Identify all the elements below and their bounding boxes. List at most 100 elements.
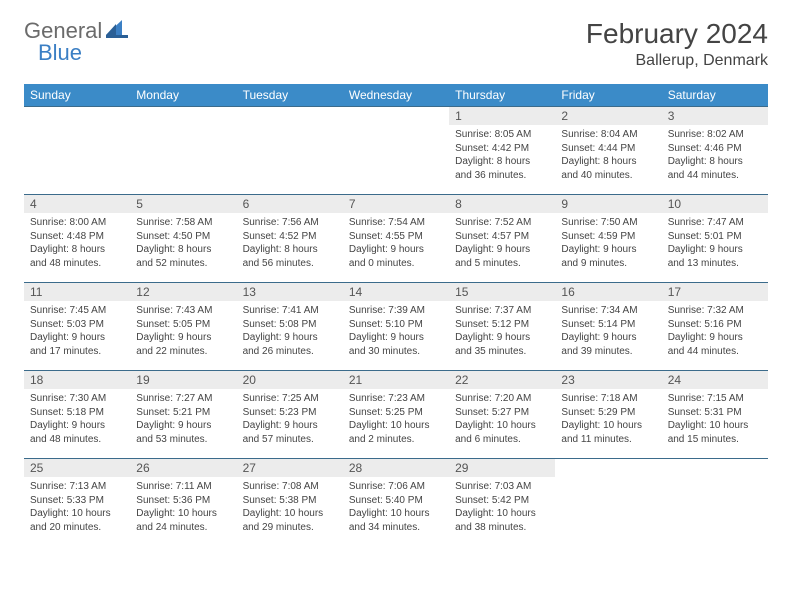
day-cell: . xyxy=(237,107,343,195)
sunrise: Sunrise: 7:20 AM xyxy=(455,392,549,406)
week-row: 4Sunrise: 8:00 AMSunset: 4:48 PMDaylight… xyxy=(24,195,768,283)
week-row: ....1Sunrise: 8:05 AMSunset: 4:42 PMDayl… xyxy=(24,107,768,195)
sunrise: Sunrise: 7:32 AM xyxy=(668,304,762,318)
daylight-line1: Daylight: 8 hours xyxy=(455,155,549,169)
daylight-line2: and 48 minutes. xyxy=(30,433,124,447)
day-number: 4 xyxy=(24,195,130,213)
daylight-line1: Daylight: 10 hours xyxy=(668,419,762,433)
day-cell: 11Sunrise: 7:45 AMSunset: 5:03 PMDayligh… xyxy=(24,283,130,371)
day-cell: 7Sunrise: 7:54 AMSunset: 4:55 PMDaylight… xyxy=(343,195,449,283)
day-number: 13 xyxy=(237,283,343,301)
sunset: Sunset: 5:23 PM xyxy=(243,406,337,420)
sunrise: Sunrise: 7:30 AM xyxy=(30,392,124,406)
day-cell: 28Sunrise: 7:06 AMSunset: 5:40 PMDayligh… xyxy=(343,459,449,547)
sunset: Sunset: 5:14 PM xyxy=(561,318,655,332)
daylight-line1: Daylight: 8 hours xyxy=(243,243,337,257)
day-cell: 12Sunrise: 7:43 AMSunset: 5:05 PMDayligh… xyxy=(130,283,236,371)
sunset: Sunset: 4:57 PM xyxy=(455,230,549,244)
day-cell: 6Sunrise: 7:56 AMSunset: 4:52 PMDaylight… xyxy=(237,195,343,283)
sunrise: Sunrise: 7:15 AM xyxy=(668,392,762,406)
sunrise: Sunrise: 8:00 AM xyxy=(30,216,124,230)
daylight-line1: Daylight: 10 hours xyxy=(30,507,124,521)
sunrise: Sunrise: 7:56 AM xyxy=(243,216,337,230)
day-content: Sunrise: 7:08 AMSunset: 5:38 PMDaylight:… xyxy=(237,477,343,540)
day-content: Sunrise: 7:30 AMSunset: 5:18 PMDaylight:… xyxy=(24,389,130,452)
daylight-line2: and 56 minutes. xyxy=(243,257,337,271)
day-content: Sunrise: 7:11 AMSunset: 5:36 PMDaylight:… xyxy=(130,477,236,540)
day-number: 28 xyxy=(343,459,449,477)
sunset: Sunset: 5:29 PM xyxy=(561,406,655,420)
day-number: 20 xyxy=(237,371,343,389)
day-content: Sunrise: 7:13 AMSunset: 5:33 PMDaylight:… xyxy=(24,477,130,540)
day-cell: . xyxy=(24,107,130,195)
sunrise: Sunrise: 7:47 AM xyxy=(668,216,762,230)
daylight-line1: Daylight: 8 hours xyxy=(561,155,655,169)
day-header: Monday xyxy=(130,84,236,107)
day-cell: 15Sunrise: 7:37 AMSunset: 5:12 PMDayligh… xyxy=(449,283,555,371)
daylight-line2: and 9 minutes. xyxy=(561,257,655,271)
day-cell: 29Sunrise: 7:03 AMSunset: 5:42 PMDayligh… xyxy=(449,459,555,547)
day-number: 9 xyxy=(555,195,661,213)
daylight-line1: Daylight: 8 hours xyxy=(136,243,230,257)
day-cell: . xyxy=(343,107,449,195)
day-cell: 17Sunrise: 7:32 AMSunset: 5:16 PMDayligh… xyxy=(662,283,768,371)
daylight-line2: and 38 minutes. xyxy=(455,521,549,535)
day-cell: . xyxy=(555,459,661,547)
daylight-line1: Daylight: 10 hours xyxy=(349,419,443,433)
sunset: Sunset: 4:52 PM xyxy=(243,230,337,244)
day-cell: 18Sunrise: 7:30 AMSunset: 5:18 PMDayligh… xyxy=(24,371,130,459)
day-cell: 24Sunrise: 7:15 AMSunset: 5:31 PMDayligh… xyxy=(662,371,768,459)
day-content: Sunrise: 7:25 AMSunset: 5:23 PMDaylight:… xyxy=(237,389,343,452)
day-content: Sunrise: 7:52 AMSunset: 4:57 PMDaylight:… xyxy=(449,213,555,276)
sunset: Sunset: 5:05 PM xyxy=(136,318,230,332)
day-content: Sunrise: 8:00 AMSunset: 4:48 PMDaylight:… xyxy=(24,213,130,276)
sunset: Sunset: 5:08 PM xyxy=(243,318,337,332)
sunrise: Sunrise: 7:23 AM xyxy=(349,392,443,406)
daylight-line2: and 40 minutes. xyxy=(561,169,655,183)
day-content: Sunrise: 7:20 AMSunset: 5:27 PMDaylight:… xyxy=(449,389,555,452)
title-block: February 2024 Ballerup, Denmark xyxy=(586,18,768,70)
day-content: Sunrise: 7:15 AMSunset: 5:31 PMDaylight:… xyxy=(662,389,768,452)
day-number: 23 xyxy=(555,371,661,389)
day-content: Sunrise: 8:05 AMSunset: 4:42 PMDaylight:… xyxy=(449,125,555,188)
day-cell: 16Sunrise: 7:34 AMSunset: 5:14 PMDayligh… xyxy=(555,283,661,371)
daylight-line1: Daylight: 8 hours xyxy=(30,243,124,257)
day-header: Tuesday xyxy=(237,84,343,107)
sunrise: Sunrise: 7:41 AM xyxy=(243,304,337,318)
day-cell: 27Sunrise: 7:08 AMSunset: 5:38 PMDayligh… xyxy=(237,459,343,547)
daylight-line2: and 39 minutes. xyxy=(561,345,655,359)
daylight-line2: and 44 minutes. xyxy=(668,345,762,359)
sunset: Sunset: 5:12 PM xyxy=(455,318,549,332)
day-content: Sunrise: 7:27 AMSunset: 5:21 PMDaylight:… xyxy=(130,389,236,452)
day-number: 3 xyxy=(662,107,768,125)
sunset: Sunset: 5:18 PM xyxy=(30,406,124,420)
month-title: February 2024 xyxy=(586,18,768,50)
day-content: Sunrise: 7:56 AMSunset: 4:52 PMDaylight:… xyxy=(237,213,343,276)
daylight-line1: Daylight: 10 hours xyxy=(455,507,549,521)
day-cell: 1Sunrise: 8:05 AMSunset: 4:42 PMDaylight… xyxy=(449,107,555,195)
day-cell: 10Sunrise: 7:47 AMSunset: 5:01 PMDayligh… xyxy=(662,195,768,283)
day-number: 6 xyxy=(237,195,343,213)
daylight-line1: Daylight: 9 hours xyxy=(455,243,549,257)
sunset: Sunset: 5:27 PM xyxy=(455,406,549,420)
day-cell: 20Sunrise: 7:25 AMSunset: 5:23 PMDayligh… xyxy=(237,371,343,459)
day-number: 22 xyxy=(449,371,555,389)
location: Ballerup, Denmark xyxy=(586,52,768,70)
daylight-line2: and 26 minutes. xyxy=(243,345,337,359)
daylight-line2: and 35 minutes. xyxy=(455,345,549,359)
day-number: 18 xyxy=(24,371,130,389)
day-number: 26 xyxy=(130,459,236,477)
daylight-line1: Daylight: 9 hours xyxy=(30,331,124,345)
header: General February 2024 Ballerup, Denmark xyxy=(24,18,768,70)
daylight-line1: Daylight: 9 hours xyxy=(561,243,655,257)
sunset: Sunset: 5:01 PM xyxy=(668,230,762,244)
day-number: 8 xyxy=(449,195,555,213)
day-content: Sunrise: 7:18 AMSunset: 5:29 PMDaylight:… xyxy=(555,389,661,452)
day-cell: 23Sunrise: 7:18 AMSunset: 5:29 PMDayligh… xyxy=(555,371,661,459)
daylight-line2: and 30 minutes. xyxy=(349,345,443,359)
day-cell: 5Sunrise: 7:58 AMSunset: 4:50 PMDaylight… xyxy=(130,195,236,283)
day-content: Sunrise: 7:45 AMSunset: 5:03 PMDaylight:… xyxy=(24,301,130,364)
sunrise: Sunrise: 7:52 AM xyxy=(455,216,549,230)
day-cell: 14Sunrise: 7:39 AMSunset: 5:10 PMDayligh… xyxy=(343,283,449,371)
day-content: Sunrise: 7:58 AMSunset: 4:50 PMDaylight:… xyxy=(130,213,236,276)
